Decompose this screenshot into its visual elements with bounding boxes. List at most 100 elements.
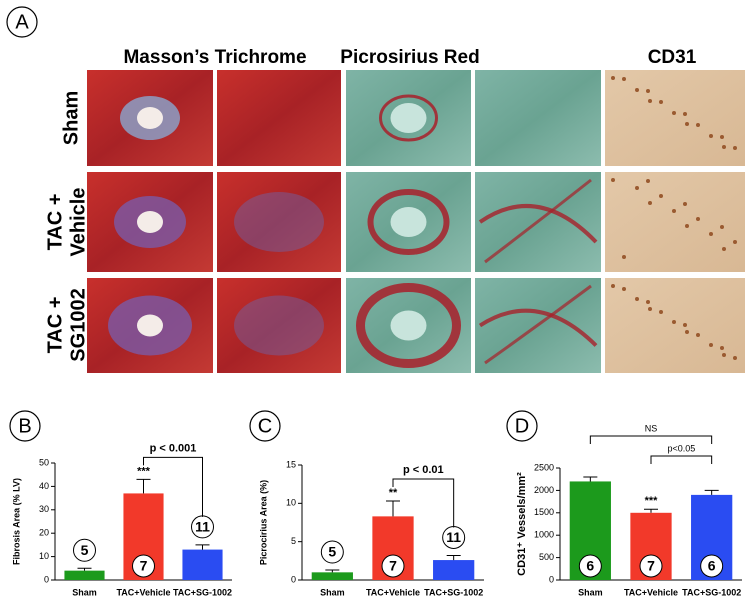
cell	[672, 111, 676, 115]
y-tick-label: 1000	[534, 530, 554, 540]
cell	[685, 224, 689, 228]
y-axis-label: Picrocirius Area (%)	[258, 480, 268, 565]
x-tick-label: TAC+Vehicle	[624, 587, 678, 597]
cell	[672, 209, 676, 213]
y-tick-label: 15	[286, 459, 296, 469]
cell	[611, 178, 615, 182]
panel-label: D	[515, 415, 529, 437]
significance-stars: ***	[645, 495, 659, 507]
x-tick-label: TAC+SG-1002	[682, 587, 741, 597]
tissue	[484, 284, 592, 365]
cell	[646, 179, 650, 183]
x-tick-label: Sham	[578, 587, 603, 597]
vessel	[390, 103, 427, 133]
row-label: TAC +	[44, 194, 66, 251]
error-bar	[195, 544, 210, 550]
cell	[722, 145, 726, 149]
n-label: 5	[328, 544, 336, 560]
n-label: 11	[195, 519, 210, 535]
n-circle	[73, 538, 96, 562]
bracket	[650, 455, 713, 464]
n-label: 5	[81, 542, 89, 558]
column-header: Masson’s Trichrome	[123, 47, 306, 68]
row-label: TAC +	[44, 297, 66, 354]
tissue	[478, 308, 598, 347]
cell	[659, 310, 663, 314]
cell	[659, 194, 663, 198]
row-label: SG1002	[67, 288, 89, 361]
n-circle	[700, 554, 724, 578]
cell	[648, 307, 652, 311]
histology-image	[605, 70, 745, 166]
error-bar	[704, 489, 719, 495]
panel-label-circle	[9, 410, 41, 442]
tissue	[234, 192, 324, 252]
column-header: CD31	[648, 47, 697, 68]
cell	[622, 287, 626, 291]
y-axis-label: Fibrosis Area (% LV)	[11, 478, 21, 565]
y-tick-label: 20	[39, 528, 49, 538]
cell	[685, 330, 689, 334]
panel-label: B	[18, 415, 31, 437]
tissue	[379, 94, 438, 142]
tissue	[478, 204, 598, 244]
row-label: Vehicle	[67, 188, 89, 257]
cell	[722, 247, 726, 251]
x-tick-label: TAC+Vehicle	[116, 587, 170, 597]
x-tick-label: TAC+SG-1002	[173, 587, 232, 597]
x-tick-label: Sham	[72, 587, 97, 597]
cell	[696, 333, 700, 337]
cell	[722, 353, 726, 357]
x-tick-label: TAC+SG-1002	[424, 587, 483, 597]
cell	[635, 186, 639, 190]
error-bar	[644, 508, 658, 513]
bracket	[589, 435, 713, 444]
bracket	[143, 456, 203, 517]
y-axis-label: CD31⁺ Vessels/mm²	[516, 472, 528, 576]
cell	[733, 356, 737, 360]
histology-image	[217, 70, 341, 166]
histology-image	[475, 70, 601, 166]
cell	[696, 217, 700, 221]
cell	[685, 122, 689, 126]
histology-image	[605, 278, 745, 373]
histology-image	[605, 172, 745, 272]
bar	[311, 572, 353, 580]
significance-stars: **	[389, 487, 398, 499]
n-circle	[639, 554, 663, 578]
n-circle	[320, 540, 344, 564]
cell	[648, 99, 652, 103]
histology-image	[217, 278, 341, 373]
vessel	[390, 310, 427, 341]
n-label: 6	[586, 558, 594, 574]
comparison-label: p < 0.01	[403, 464, 444, 476]
n-circle	[578, 554, 602, 578]
error-bar	[386, 500, 400, 517]
panel-label: A	[15, 11, 29, 33]
bracket	[392, 478, 455, 528]
vessel	[390, 207, 427, 237]
y-tick-label: 0	[291, 574, 296, 584]
cell	[635, 297, 639, 301]
cell	[611, 284, 615, 288]
y-tick-label: 5	[291, 536, 296, 546]
cell	[635, 88, 639, 92]
panel-label-circle	[6, 6, 38, 38]
tissue	[234, 295, 324, 356]
overall-label: NS	[645, 423, 658, 433]
panel-label-circle	[506, 410, 538, 442]
y-tick-label: 40	[39, 481, 49, 491]
n-label: 7	[389, 558, 397, 574]
comparison-label: p<0.05	[667, 443, 695, 453]
comparison-label: p < 0.001	[150, 442, 197, 454]
y-tick-label: 0	[549, 574, 554, 584]
histology-image	[217, 172, 341, 272]
error-bar	[136, 478, 151, 494]
cell	[672, 320, 676, 324]
tissue	[356, 283, 461, 368]
n-label: 6	[708, 558, 716, 574]
cell	[733, 146, 737, 150]
cell	[709, 343, 713, 347]
cell	[733, 240, 737, 244]
